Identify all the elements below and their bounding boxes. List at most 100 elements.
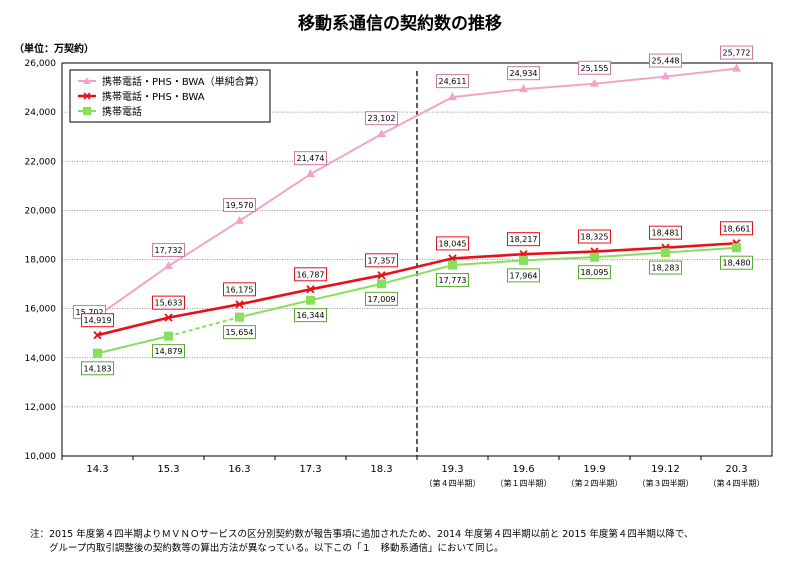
- data-label-total-box: [720, 45, 753, 60]
- data-point-triangle: [164, 261, 173, 270]
- series-line-segment: [523, 82, 595, 91]
- x-tick-label: 17.3: [299, 464, 321, 475]
- x-tick-label: 15.3: [157, 464, 179, 475]
- data-label-mobile: 14,183: [84, 364, 112, 373]
- data-point-square: [590, 252, 599, 262]
- series-x: [93, 239, 741, 340]
- data-point-square: [235, 312, 244, 322]
- data-point-x: [377, 271, 386, 280]
- series-line-segment: [381, 257, 453, 277]
- data-label-mobile-box: [720, 255, 753, 270]
- data-label-mobile: 16,344: [297, 311, 325, 320]
- series-line-segment: [665, 67, 737, 78]
- series-line-segment: [665, 246, 737, 254]
- data-point-x: [164, 313, 173, 322]
- data-label-phs-bwa-box: [578, 229, 611, 244]
- data-label-phs-bwa: 18,661: [723, 224, 751, 233]
- data-point-triangle: [590, 78, 599, 87]
- data-label-mobile: 17,773: [439, 276, 467, 285]
- data-label-phs-bwa-box: [436, 236, 469, 251]
- data-label-phs-bwa: 15,633: [155, 299, 183, 308]
- data-label-phs-bwa-box: [507, 232, 540, 247]
- series-line-segment: [239, 288, 311, 306]
- data-label-phs-bwa-box: [152, 295, 185, 310]
- y-tick-label: 20,000: [25, 206, 57, 216]
- legend-box: [69, 69, 271, 123]
- series-line-segment: [168, 316, 240, 338]
- data-label-mobile-box: [649, 260, 682, 275]
- y-tick-label: 10,000: [25, 452, 57, 462]
- data-label-mobile-box: [81, 361, 114, 376]
- data-label-phs-bwa-box: [294, 267, 327, 282]
- data-point-square: [93, 348, 102, 358]
- x-tick-label: 19.12: [651, 464, 680, 475]
- data-label-phs-bwa: 18,217: [510, 235, 538, 244]
- data-label-mobile-box: [152, 344, 185, 359]
- y-tick-label: 24,000: [25, 108, 57, 118]
- data-label-mobile: 18,480: [723, 259, 751, 268]
- x-tick-label: 16.3: [228, 464, 250, 475]
- data-label-mobile: 15,654: [226, 328, 254, 337]
- y-tick-label: 14,000: [25, 354, 57, 364]
- data-point-triangle: [732, 63, 741, 72]
- x-tick-label: 20.3: [725, 464, 747, 475]
- data-point-square: [732, 243, 741, 253]
- series-line-segment: [523, 256, 595, 262]
- series-line-segment: [452, 259, 524, 267]
- data-label-total-box: [507, 66, 540, 81]
- data-point-triangle: [661, 71, 670, 80]
- data-label-mobile-box: [223, 325, 256, 340]
- data-label-total: 25,448: [652, 57, 680, 66]
- data-label-total-box: [649, 53, 682, 68]
- data-label-phs-bwa: 17,357: [368, 256, 396, 265]
- data-label-mobile: 18,283: [652, 264, 680, 273]
- x-tick-label: 14.3: [86, 464, 108, 475]
- data-label-mobile-box: [507, 268, 540, 283]
- y-unit-label: （単位：万契約）: [14, 42, 94, 55]
- series-line-segment: [310, 282, 382, 302]
- data-label-phs-bwa-box: [365, 253, 398, 268]
- data-point-x: [235, 300, 244, 309]
- x-tick-sublabel: （第１四半期）: [496, 478, 552, 488]
- series-line-segment: [452, 88, 524, 99]
- data-point-triangle: [306, 169, 315, 178]
- series-line-segment: [239, 299, 311, 319]
- series-line-segment: [594, 246, 666, 253]
- x-tick-label: 19.3: [441, 464, 463, 475]
- series-line-segment: [381, 96, 453, 136]
- data-label-phs-bwa: 18,481: [652, 229, 680, 238]
- legend-marker-square: [83, 107, 91, 115]
- data-label-total: 15,702: [76, 308, 104, 317]
- x-tick-label: 19.6: [512, 464, 534, 475]
- series-triangle: [93, 63, 741, 319]
- data-point-x: [306, 285, 315, 294]
- data-label-mobile-box: [436, 273, 469, 288]
- series-line-segment: [238, 173, 312, 222]
- data-label-total: 24,934: [510, 69, 538, 78]
- series-line-segment: [594, 75, 666, 85]
- series-line-segment: [594, 251, 666, 259]
- data-label-total-box: [152, 243, 185, 258]
- data-label-total-box: [578, 60, 611, 75]
- legend: 携帯電話・PHS・BWA（単純合算） 携帯電話・PHS・BWA 携帯電話: [69, 69, 271, 123]
- series-line-segment: [96, 265, 170, 317]
- data-label-mobile: 14,879: [155, 347, 183, 356]
- data-point-triangle: [377, 129, 386, 138]
- data-label-total-box: [294, 151, 327, 166]
- data-label-total-box: [436, 74, 469, 89]
- x-tick-sublabel: （第４四半期）: [425, 478, 481, 488]
- legend-label: 携帯電話: [102, 105, 142, 118]
- legend-marker-triangle: [83, 77, 91, 84]
- data-label-mobile: 18,095: [581, 268, 609, 277]
- axes: 10,000 12,000 14,000 16,000 18,000 20,000 22,0…: [25, 59, 773, 488]
- data-label-phs-bwa: 18,045: [439, 239, 467, 248]
- y-tick-label: 16,000: [25, 305, 57, 315]
- x-tick-label: 18.3: [370, 464, 392, 475]
- data-label-total: 23,102: [368, 114, 396, 123]
- chart-title: 移動系通信の契約数の推移: [298, 13, 502, 34]
- data-labels: 15,702 17,732 19,570 21,474 23,102 24,611 24,9…: [73, 45, 753, 376]
- data-label-phs-bwa-box: [649, 225, 682, 240]
- data-point-square: [661, 248, 670, 258]
- data-point-triangle: [448, 92, 457, 101]
- y-tick-label: 12,000: [25, 403, 57, 413]
